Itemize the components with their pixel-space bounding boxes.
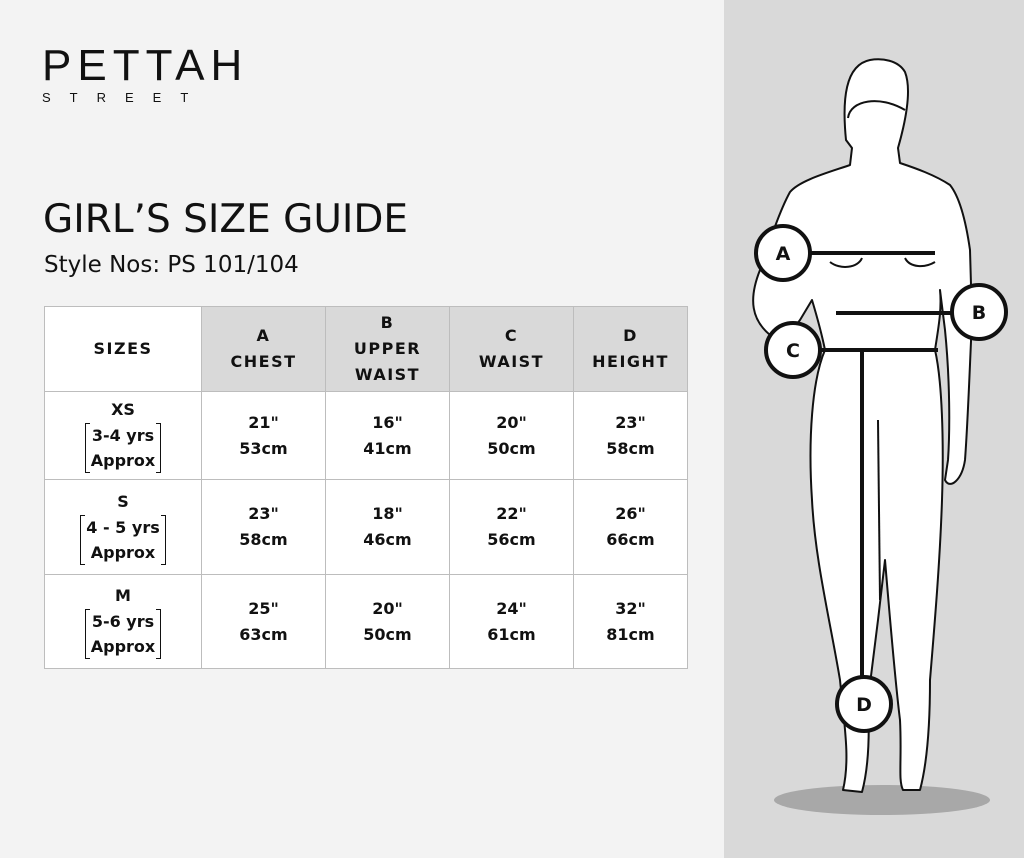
brand-logo: PETTAH STREET	[42, 41, 249, 106]
table-header-row: SIZES A CHEST B UPPER WAIST C WAIST D HEIGHT	[44, 306, 688, 392]
chest-detail	[829, 257, 936, 268]
label-c: C	[786, 340, 800, 362]
upper-waist-cell: 18" 46cm	[325, 479, 450, 575]
page-title: GIRL’S SIZE GUIDE	[43, 197, 409, 242]
label-b: B	[972, 302, 986, 324]
waist-cell: 22" 56cm	[449, 479, 574, 575]
size-cell: XS 3-4 yrs Approx	[44, 391, 202, 480]
floor-shadow	[774, 785, 990, 815]
chest-cell: 23" 58cm	[201, 479, 326, 575]
chest-cell: 21" 53cm	[201, 391, 326, 480]
header-waist: C WAIST	[449, 306, 574, 392]
upper-waist-cell: 16" 41cm	[325, 391, 450, 480]
logo-sub: STREET	[42, 90, 208, 105]
style-numbers: Style Nos: PS 101/104	[44, 252, 299, 278]
size-table: SIZES A CHEST B UPPER WAIST C WAIST D HEIGHT…	[44, 306, 688, 669]
label-a-circle	[754, 224, 812, 282]
height-cell: 26" 66cm	[573, 479, 688, 575]
height-cell: 32" 81cm	[573, 574, 688, 669]
label-d: D	[856, 694, 872, 716]
hairline	[847, 100, 906, 119]
header-upper-waist: B UPPER WAIST	[325, 306, 450, 392]
table-row: XS 3-4 yrs Approx 21" 53cm 16" 41cm 20" 50cm …	[44, 391, 688, 480]
label-c-circle	[764, 321, 822, 379]
chest-cell: 25" 63cm	[201, 574, 326, 669]
logo-main: PETTAH	[42, 41, 249, 90]
leg-divide	[877, 419, 881, 601]
label-b-circle	[950, 283, 1008, 341]
label-d-circle	[835, 675, 893, 733]
upper-waist-cell: 20" 50cm	[325, 574, 450, 669]
label-a: A	[776, 243, 791, 265]
size-cell: M 5-6 yrs Approx	[44, 574, 202, 669]
waist-cell: 24" 61cm	[449, 574, 574, 669]
table-row: M 5-6 yrs Approx 25" 63cm 20" 50cm 24" 61cm 3…	[44, 574, 688, 669]
waist-cell: 20" 50cm	[449, 391, 574, 480]
height-cell: 23" 58cm	[573, 391, 688, 480]
header-chest: A CHEST	[201, 306, 326, 392]
header-height: D HEIGHT	[573, 306, 688, 392]
header-sizes: SIZES	[44, 306, 202, 392]
